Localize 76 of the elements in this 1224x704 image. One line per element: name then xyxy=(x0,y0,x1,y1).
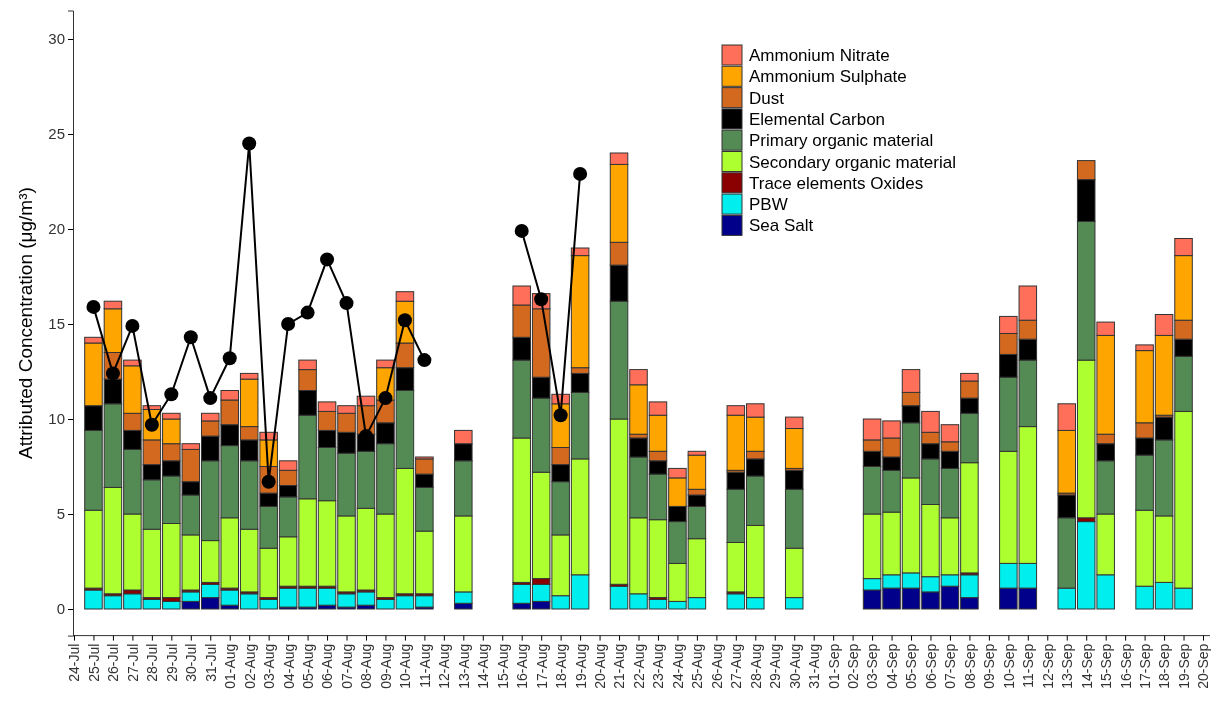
legend-label: Primary organic material xyxy=(749,131,934,151)
x-tick-label: 25-Aug xyxy=(689,643,706,689)
x-tick-label: 26-Aug xyxy=(708,643,725,689)
x-tick-label: 08-Sep xyxy=(961,643,978,689)
x-tick-label: 06-Sep xyxy=(922,643,939,689)
x-tick-label: 17-Aug xyxy=(533,643,550,689)
x-tick-label: 27-Aug xyxy=(728,643,745,689)
x-tick-label: 03-Aug xyxy=(261,643,278,689)
x-tick-label: 29-Jul xyxy=(163,643,180,682)
x-tick-label: 26-Jul xyxy=(105,643,122,682)
x-tick-label: 20-Aug xyxy=(591,643,608,689)
x-tick-label: 05-Aug xyxy=(299,643,316,689)
y-tick-label: 0 xyxy=(56,600,65,618)
x-tick-label: 17-Sep xyxy=(1137,643,1153,689)
x-tick-label: 24-Jul xyxy=(66,643,83,682)
y-tick-label: 20 xyxy=(48,220,65,238)
legend-label: Secondary organic material xyxy=(749,152,956,172)
y-tick-label: 10 xyxy=(48,410,65,428)
x-tick-label: 16-Aug xyxy=(514,643,531,689)
x-tick-label: 11-Sep xyxy=(1020,643,1037,688)
x-tick-label: 25-Jul xyxy=(85,643,102,682)
x-tick-label: 08-Aug xyxy=(358,643,375,689)
x-tick-label: 14-Sep xyxy=(1078,643,1095,689)
x-tick-label: 04-Sep xyxy=(883,643,900,689)
x-tick-label: 12-Aug xyxy=(436,643,453,689)
legend-label: Sea Salt xyxy=(749,216,814,236)
x-tick-label: 23-Aug xyxy=(650,643,667,689)
x-tick-label: 11-Aug xyxy=(416,643,433,688)
x-tick-label: 16-Sep xyxy=(1117,643,1134,689)
x-tick-label: 01-Sep xyxy=(825,643,842,689)
x-tick-label: 30-Aug xyxy=(786,643,803,689)
legend-label: PBW xyxy=(749,195,788,215)
legend-label: Ammonium Nitrate xyxy=(749,46,890,65)
x-tick-label: 10-Aug xyxy=(397,643,414,689)
x-tick-label: 09-Sep xyxy=(981,643,998,689)
x-tick-label: 30-Jul xyxy=(183,643,200,682)
x-tick-label: 01-Aug xyxy=(222,643,239,689)
x-tick-label: 12-Sep xyxy=(1039,643,1056,689)
legend-label: Elemental Carbon xyxy=(749,109,886,129)
x-tick-label: 07-Sep xyxy=(942,643,959,689)
y-tick-label: 25 xyxy=(48,125,65,143)
x-tick-label: 27-Jul xyxy=(124,643,141,682)
x-tick-label: 21-Aug xyxy=(611,643,628,689)
x-tick-label: 18-Aug xyxy=(553,643,570,689)
legend-label: Ammonium Sulphate xyxy=(749,67,907,87)
x-tick-label: 28-Aug xyxy=(747,643,764,689)
x-tick-label: 31-Aug xyxy=(806,643,823,689)
x-tick-label: 09-Aug xyxy=(377,643,394,689)
x-tick-label: 19-Aug xyxy=(572,643,589,689)
x-tick-label: 05-Sep xyxy=(903,643,920,689)
y-tick-label: 15 xyxy=(48,315,65,333)
y-axis-title: Attributed Concentration (μg/m³) xyxy=(15,187,36,459)
x-tick-label: 15-Sep xyxy=(1098,643,1115,689)
x-tick-label: 02-Sep xyxy=(845,643,862,689)
x-tick-label: 06-Aug xyxy=(319,643,336,689)
legend-label: Dust xyxy=(749,88,785,108)
x-tick-label: 13-Sep xyxy=(1059,643,1076,689)
x-tick-label: 13-Aug xyxy=(455,643,472,689)
y-tick-label: 30 xyxy=(48,30,65,48)
x-tick-label: 04-Aug xyxy=(280,643,297,689)
x-tick-label: 14-Aug xyxy=(475,643,492,689)
x-tick-label: 20-Sep xyxy=(1195,643,1212,689)
x-tick-label: 15-Aug xyxy=(494,643,511,689)
x-tick-label: 31-Jul xyxy=(202,643,219,682)
x-tick-label: 03-Sep xyxy=(864,643,881,689)
legend-label: Trace elements Oxides xyxy=(749,173,924,193)
x-tick-label: 07-Aug xyxy=(338,643,355,689)
x-tick-label: 28-Jul xyxy=(144,643,161,682)
x-tick-label: 10-Sep xyxy=(1000,643,1017,689)
x-tick-label: 24-Aug xyxy=(669,643,686,689)
x-tick-label: 29-Aug xyxy=(767,643,784,689)
x-tick-label: 18-Sep xyxy=(1156,643,1173,689)
x-tick-label: 19-Sep xyxy=(1175,643,1192,689)
y-tick-label: 5 xyxy=(56,505,65,523)
x-tick-label: 22-Aug xyxy=(630,643,647,689)
x-tick-label: 02-Aug xyxy=(241,643,258,689)
